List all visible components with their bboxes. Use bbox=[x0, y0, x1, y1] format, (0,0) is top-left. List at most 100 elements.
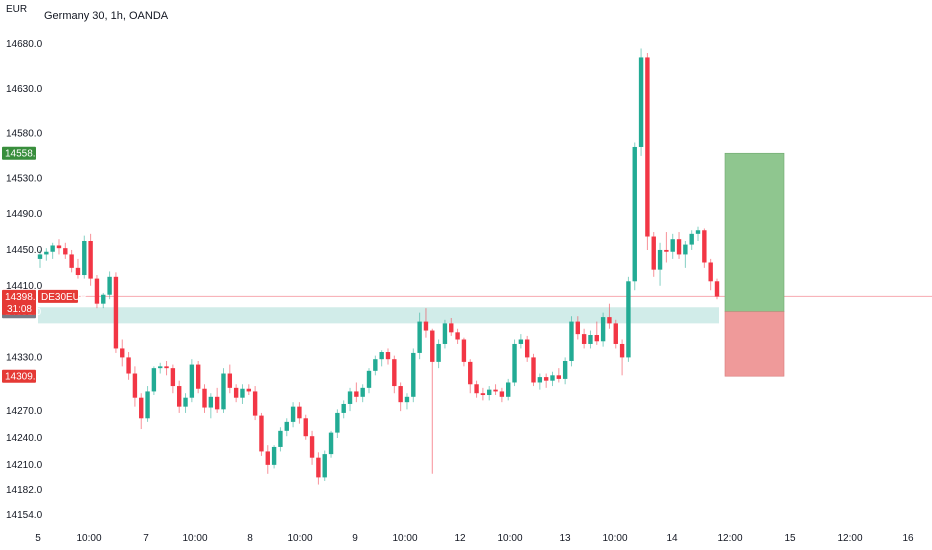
x-tick-label: 16 bbox=[902, 533, 914, 544]
candle-body bbox=[562, 360, 568, 379]
candle-body bbox=[341, 403, 346, 413]
x-tick-label: 10:00 bbox=[182, 533, 207, 544]
target-price-badge-bg bbox=[2, 146, 36, 160]
candle-body bbox=[233, 387, 239, 398]
y-tick-label: 14182.0 bbox=[6, 485, 43, 496]
candle-body bbox=[632, 146, 637, 282]
candle-body bbox=[423, 321, 429, 331]
candle-body bbox=[474, 384, 479, 394]
candle-body bbox=[581, 334, 587, 344]
candle-body bbox=[252, 391, 258, 416]
x-tick-label: 10:00 bbox=[602, 533, 627, 544]
x-tick-label: 15 bbox=[784, 533, 796, 544]
candle-body bbox=[354, 391, 359, 397]
chart-title: Germany 30, 1h, OANDA bbox=[44, 10, 169, 22]
y-tick-label: 14330.0 bbox=[6, 352, 43, 363]
candle-body bbox=[436, 343, 441, 362]
candle-body bbox=[404, 396, 410, 403]
candle-body bbox=[569, 321, 574, 361]
candle-body bbox=[316, 457, 321, 478]
candle-body bbox=[50, 245, 55, 252]
candle-body bbox=[575, 321, 581, 335]
candle-body bbox=[265, 451, 270, 465]
candle-body bbox=[101, 294, 106, 304]
y-tick-label: 14530.0 bbox=[6, 173, 43, 184]
candle-body bbox=[328, 432, 334, 455]
candle-body bbox=[246, 388, 251, 392]
candle-body bbox=[373, 359, 378, 371]
x-tick-label: 10:00 bbox=[392, 533, 417, 544]
x-tick-label: 5 bbox=[35, 533, 41, 544]
candle-body bbox=[600, 317, 606, 342]
candle-body bbox=[708, 262, 713, 282]
y-tick-label: 14210.0 bbox=[6, 460, 43, 471]
candle-body bbox=[82, 240, 87, 276]
candle-body bbox=[56, 245, 62, 249]
candle-body bbox=[164, 366, 169, 369]
x-tick-label: 8 bbox=[247, 533, 253, 544]
x-tick-label: 10:00 bbox=[76, 533, 101, 544]
candle-body bbox=[556, 375, 562, 379]
candle-body bbox=[638, 57, 644, 147]
candle-body bbox=[702, 230, 707, 263]
candle-body bbox=[44, 251, 49, 255]
candle-body bbox=[449, 323, 454, 333]
stop-price-badge-bg bbox=[2, 369, 36, 383]
candle-body bbox=[176, 386, 182, 407]
candle-body bbox=[695, 230, 701, 234]
candle-body bbox=[461, 339, 467, 362]
currency-label: EUR bbox=[6, 4, 28, 15]
y-tick-label: 14680.0 bbox=[6, 39, 43, 50]
profit-target-zone bbox=[724, 152, 785, 313]
candle-body bbox=[366, 370, 372, 388]
candle-body bbox=[259, 415, 264, 452]
stop-loss-zone bbox=[724, 311, 785, 377]
candle-body bbox=[619, 343, 625, 358]
x-tick-label: 12:00 bbox=[837, 533, 862, 544]
candle-body bbox=[63, 248, 68, 255]
candle-body bbox=[227, 373, 233, 388]
candle-body bbox=[214, 396, 220, 410]
candle-body bbox=[550, 375, 555, 381]
candle-body bbox=[170, 368, 176, 387]
current-price-badge: 14398.1 bbox=[5, 292, 42, 303]
candle-body bbox=[297, 406, 302, 419]
x-tick-label: 12 bbox=[454, 533, 466, 544]
candle-body bbox=[303, 418, 308, 437]
candle-body bbox=[607, 317, 612, 324]
target-price-badge: 14558.0 bbox=[5, 149, 42, 160]
candle-body bbox=[683, 244, 688, 255]
candle-body bbox=[670, 239, 675, 252]
candle-body bbox=[430, 330, 435, 362]
candle-body bbox=[271, 446, 277, 465]
candle-body bbox=[347, 391, 353, 404]
y-tick-label: 14630.0 bbox=[6, 84, 43, 95]
candle-body bbox=[480, 393, 486, 396]
candle-body bbox=[309, 436, 315, 458]
candle-body bbox=[75, 267, 81, 276]
candle-body bbox=[322, 454, 327, 478]
candle-body bbox=[651, 236, 656, 270]
candle-body bbox=[398, 386, 403, 403]
stop-price-badge: 14309.0 bbox=[5, 372, 42, 383]
current-price-badge-bg bbox=[2, 289, 36, 315]
candle-body bbox=[506, 382, 511, 397]
y-tick-label: 14154.0 bbox=[6, 510, 43, 521]
candle-body bbox=[645, 57, 650, 237]
x-tick-label: 12:00 bbox=[717, 533, 742, 544]
candle-body bbox=[158, 366, 163, 369]
candle-body bbox=[493, 389, 498, 392]
candle-body bbox=[107, 276, 112, 295]
candle-body bbox=[240, 388, 245, 398]
candle-body bbox=[88, 240, 93, 279]
candle-body bbox=[626, 281, 631, 358]
candle-body bbox=[113, 276, 119, 349]
candle-body bbox=[455, 332, 460, 340]
y-tick-label: 14450.0 bbox=[6, 245, 43, 256]
x-tick-label: 9 bbox=[352, 533, 358, 544]
candle-body bbox=[360, 387, 365, 397]
candle-body bbox=[139, 397, 144, 419]
candle-body bbox=[189, 364, 195, 398]
